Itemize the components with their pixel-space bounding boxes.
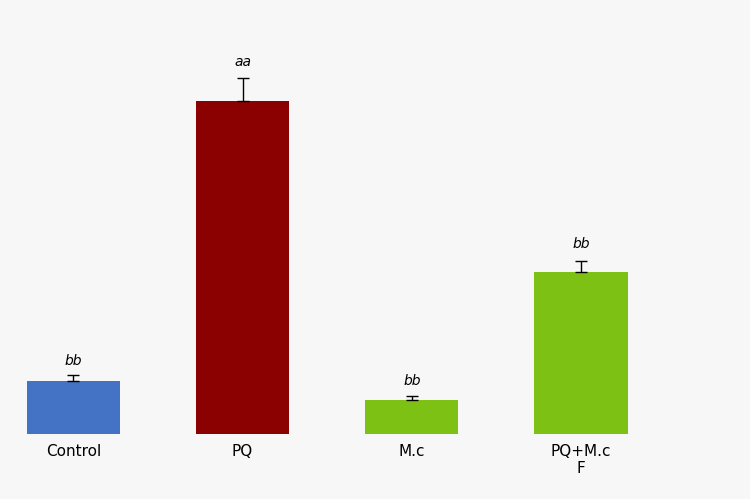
Bar [27, 381, 120, 434]
Text: bb: bb [572, 238, 590, 251]
Text: aa: aa [234, 55, 251, 69]
Bar [365, 400, 458, 434]
Text: bb: bb [403, 374, 421, 388]
Text: bb: bb [64, 353, 82, 368]
Bar [196, 101, 290, 434]
Bar [535, 272, 628, 434]
